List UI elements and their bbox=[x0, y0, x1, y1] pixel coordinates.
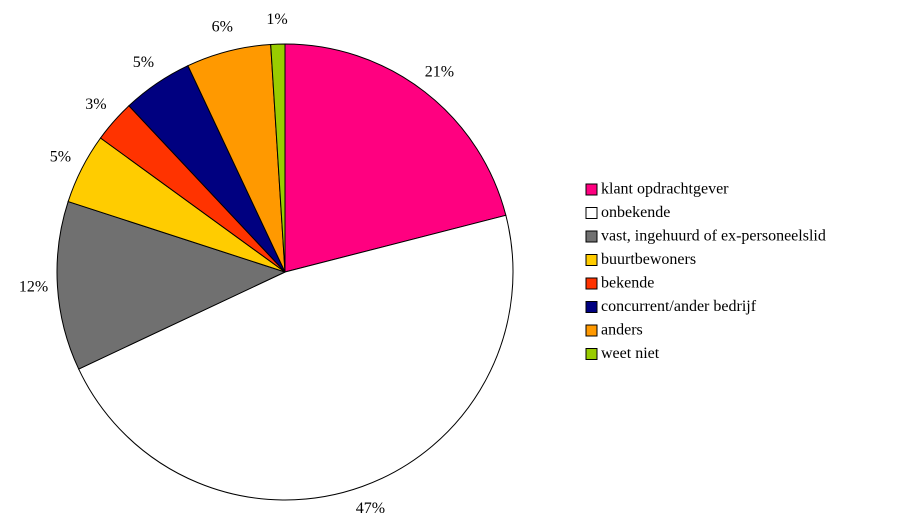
slice-label: 3% bbox=[85, 96, 106, 113]
legend-swatch bbox=[585, 277, 598, 290]
slice-label: 6% bbox=[212, 19, 233, 36]
pie-slice bbox=[270, 43, 286, 273]
legend-label: onbekende bbox=[601, 204, 670, 221]
legend-swatch bbox=[585, 207, 598, 219]
legend-label: weet niet bbox=[601, 345, 660, 362]
slice-label: 12% bbox=[19, 278, 48, 295]
legend-label: concurrent/ander bedrijf bbox=[601, 298, 757, 315]
slice-label: 1% bbox=[266, 11, 287, 28]
legend-label: bekende bbox=[601, 275, 654, 292]
pie-slice bbox=[56, 200, 287, 370]
legend-label: anders bbox=[601, 322, 643, 339]
pie-slice bbox=[78, 214, 514, 501]
legend-swatch bbox=[585, 301, 598, 313]
legend-label: klant opdrachtgever bbox=[601, 181, 729, 198]
slice-label: 5% bbox=[50, 148, 71, 165]
slice-label: 5% bbox=[133, 54, 154, 71]
legend-swatch bbox=[585, 348, 598, 360]
legend-label: vast, ingehuurd of ex-personeelslid bbox=[601, 228, 826, 245]
slice-label: 47% bbox=[356, 500, 385, 517]
legend-swatch bbox=[585, 324, 598, 337]
legend-swatch bbox=[585, 254, 598, 266]
slice-label: 21% bbox=[425, 64, 454, 81]
legend-label: buurtbewoners bbox=[601, 251, 696, 268]
legend-swatch bbox=[585, 183, 598, 196]
pie-slice bbox=[284, 43, 507, 273]
legend-swatch bbox=[585, 230, 598, 243]
